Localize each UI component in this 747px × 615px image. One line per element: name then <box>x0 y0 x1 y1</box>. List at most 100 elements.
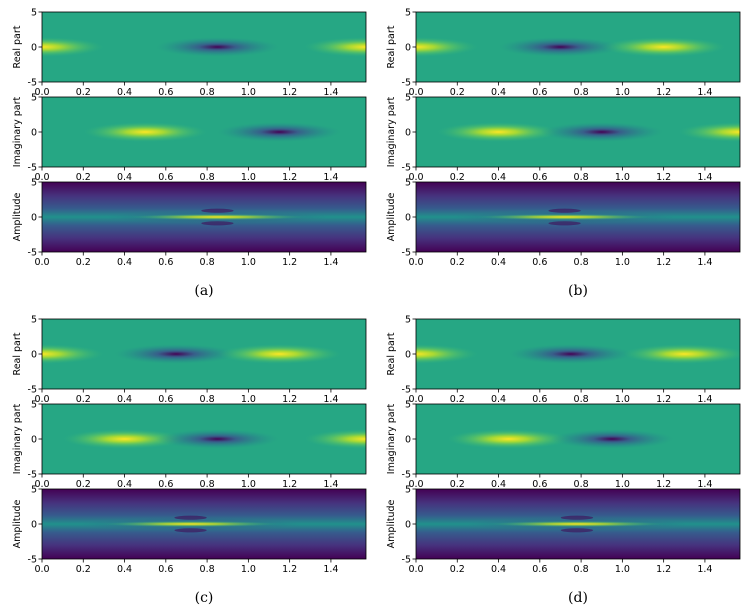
amplitude-dip-lower <box>201 221 234 226</box>
y-tick-label: 5 <box>31 484 37 495</box>
x-tick-label: 1.0 <box>615 172 630 183</box>
x-tick-label: 0.2 <box>76 87 91 98</box>
y-tick-label: 5 <box>405 314 411 325</box>
positive-lobe-2 <box>622 344 740 364</box>
x-tick-label: 0.2 <box>450 87 465 98</box>
y-tick-label: 0 <box>31 127 37 138</box>
x-tick-label: 1.2 <box>656 172 671 183</box>
y-tick-label: -5 <box>402 384 411 395</box>
x-tick-label: 0.2 <box>76 172 91 183</box>
x-tick-label: 1.2 <box>282 394 297 405</box>
y-axis-label: Imaginary part <box>12 97 23 168</box>
x-tick-label: 0.2 <box>450 479 465 490</box>
y-tick-label: 0 <box>405 42 411 53</box>
x-tick-label: 0.4 <box>117 479 132 490</box>
x-tick-label: 0.8 <box>574 564 589 575</box>
x-tick-label: 1.4 <box>323 479 338 490</box>
y-axis-label: Real part <box>12 25 23 68</box>
y-tick-label: 5 <box>31 92 37 103</box>
y-tick-label: 0 <box>31 434 37 445</box>
x-tick-label: 0.6 <box>158 87 173 98</box>
y-tick-label: 0 <box>405 519 411 530</box>
x-tick-label: 1.4 <box>323 87 338 98</box>
y-tick-label: 5 <box>405 7 411 18</box>
x-tick-label: 1.2 <box>282 172 297 183</box>
heatmap <box>42 97 366 167</box>
x-tick-label: 0.8 <box>574 172 589 183</box>
amplitude-peak <box>99 520 282 528</box>
heatmap <box>416 12 740 82</box>
x-tick-label: 1.2 <box>656 479 671 490</box>
x-tick-label: 1.0 <box>241 257 256 268</box>
panel-imag: 0.0 0.2 0.4 0.6 0.8 1.0 1.2 1.4 -5 0 5 Imaginary pa… <box>12 399 367 490</box>
subfigure-caption: (c) <box>195 590 214 606</box>
negative-lobe-1 <box>540 122 664 142</box>
x-tick-label: 0.6 <box>158 257 173 268</box>
x-tick-label: 0.8 <box>200 172 215 183</box>
heatmap <box>42 182 366 252</box>
x-tick-label: 1.4 <box>697 479 712 490</box>
heatmap <box>416 182 740 252</box>
y-tick-label: 0 <box>31 349 37 360</box>
y-tick-label: -5 <box>402 469 411 480</box>
x-tick-label: 0.6 <box>532 257 547 268</box>
x-tick-label: 0.0 <box>34 394 49 405</box>
panel-amp: 0.0 0.2 0.4 0.6 0.8 1.0 1.2 1.4 -5 0 5 Amplitude <box>386 484 741 575</box>
y-tick-label: 0 <box>405 212 411 223</box>
y-tick-label: 5 <box>405 399 411 410</box>
y-tick-label: 5 <box>405 92 411 103</box>
x-tick-label: 0.0 <box>408 257 423 268</box>
heatmap <box>416 319 740 389</box>
positive-lobe-2 <box>304 429 366 449</box>
y-tick-label: 5 <box>405 177 411 188</box>
y-tick-label: 0 <box>405 434 411 445</box>
heatmap <box>42 319 366 389</box>
positive-lobe-0 <box>83 122 207 142</box>
amplitude-peak <box>473 213 656 221</box>
x-tick-label: 0.6 <box>532 87 547 98</box>
panel-amp: 0.0 0.2 0.4 0.6 0.8 1.0 1.2 1.4 -5 0 5 Amplitude <box>12 177 367 268</box>
heatmap <box>416 489 740 559</box>
x-tick-label: 0.4 <box>117 394 132 405</box>
x-tick-label: 0.8 <box>200 87 215 98</box>
x-tick-label: 1.2 <box>282 87 297 98</box>
heatmap <box>416 404 740 474</box>
y-axis-label: Amplitude <box>12 193 23 242</box>
y-tick-label: -5 <box>402 77 411 88</box>
y-tick-label: -5 <box>402 554 411 565</box>
x-tick-label: 0.0 <box>34 87 49 98</box>
negative-lobe-1 <box>498 37 623 57</box>
y-tick-label: -5 <box>402 162 411 173</box>
amplitude-dip-upper <box>548 208 581 213</box>
heatmap <box>42 404 366 474</box>
y-axis-label: Amplitude <box>12 500 23 549</box>
positive-lobe-0 <box>416 344 478 364</box>
x-tick-label: 0.6 <box>158 479 173 490</box>
x-tick-label: 1.0 <box>615 87 630 98</box>
positive-lobe-0 <box>62 429 187 449</box>
x-tick-label: 0.8 <box>574 479 589 490</box>
x-tick-label: 0.8 <box>574 394 589 405</box>
negative-lobe-1 <box>217 122 341 142</box>
negative-lobe-1 <box>114 344 238 364</box>
y-tick-label: -5 <box>28 469 37 480</box>
x-tick-label: 1.0 <box>615 479 630 490</box>
negative-lobe-1 <box>509 344 633 364</box>
y-tick-label: 0 <box>31 212 37 223</box>
subfigure-caption: (d) <box>568 590 588 606</box>
x-tick-label: 0.2 <box>450 257 465 268</box>
negative-lobe-1 <box>550 429 674 449</box>
panel-real: 0.0 0.2 0.4 0.6 0.8 1.0 1.2 1.4 -5 0 5 Real part <box>12 314 367 405</box>
positive-lobe-2 <box>602 37 726 57</box>
panel-amp: 0.0 0.2 0.4 0.6 0.8 1.0 1.2 1.4 -5 0 5 Amplitude <box>12 484 367 575</box>
x-tick-label: 1.4 <box>697 564 712 575</box>
x-tick-label: 1.2 <box>282 257 297 268</box>
positive-lobe-0 <box>42 344 104 364</box>
x-tick-label: 0.6 <box>532 394 547 405</box>
positive-lobe-0 <box>447 429 571 449</box>
x-tick-label: 0.6 <box>532 564 547 575</box>
x-tick-label: 0.4 <box>117 87 132 98</box>
